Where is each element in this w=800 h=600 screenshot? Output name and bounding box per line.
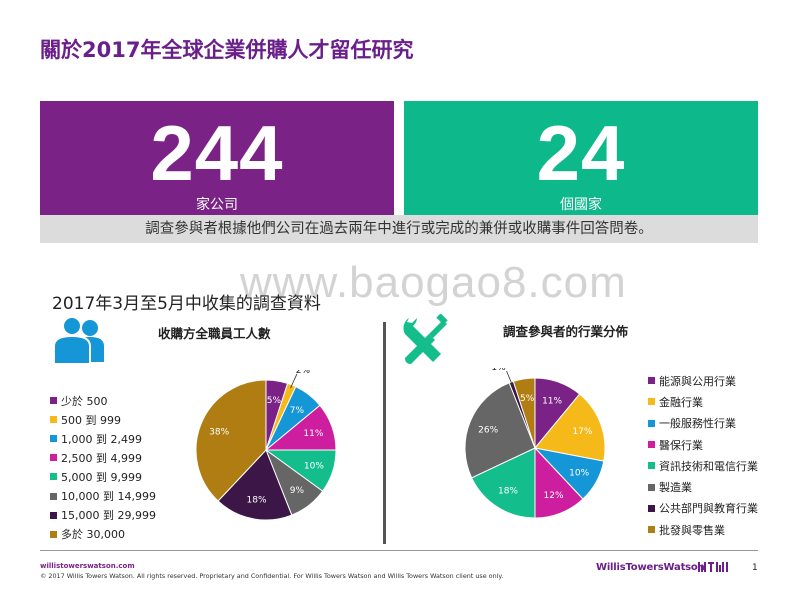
legend-swatch — [50, 416, 57, 424]
legend-item: 製造業 — [648, 476, 758, 497]
legend-label: 資訊技術和電信行業 — [659, 459, 758, 473]
legend-item: 少於 500 — [50, 391, 156, 410]
legend-label: 一般服務性行業 — [659, 417, 736, 431]
pie-data-label: 10% — [569, 468, 589, 478]
footer-site-link[interactable]: willistowerswatson.com — [40, 562, 135, 570]
section-title: 2017年3月至5月中收集的調查資料 — [52, 294, 321, 314]
legend-label: 多於 30,000 — [61, 528, 125, 542]
chart2-pie: 11% 17% 10% 12% 18% 26% 1% 5% — [464, 368, 606, 519]
legend-swatch — [648, 398, 655, 406]
pie-data-label: 11% — [542, 397, 562, 407]
legend-swatch — [648, 504, 655, 512]
chart1-legend: 少於 500 500 到 999 1,000 到 2,499 2,500 到 4… — [50, 391, 156, 544]
pie-data-label: 5% — [520, 394, 535, 404]
stat-countries: 24 個國家 — [404, 101, 758, 215]
pie-data-label: 38% — [209, 427, 229, 437]
pie-slice — [217, 449, 293, 521]
pie-data-label: 26% — [478, 425, 498, 435]
legend-swatch — [50, 454, 57, 462]
legend-swatch — [648, 419, 655, 427]
brand-logo-icon — [698, 562, 728, 572]
pie-data-label: 11% — [303, 429, 323, 439]
pie-data-label: 1% — [491, 368, 506, 373]
pie-data-label: 17% — [572, 427, 592, 437]
legend-item: 能源與公用行業 — [648, 370, 758, 391]
pie-slice — [534, 393, 606, 462]
pie-slice — [464, 382, 536, 479]
legend-swatch — [648, 462, 655, 470]
people-icon — [53, 316, 104, 364]
legend-swatch — [648, 483, 655, 491]
legend-swatch — [50, 397, 57, 405]
legend-label: 公共部門與教育行業 — [659, 502, 758, 516]
pie-data-label: 7% — [290, 406, 305, 416]
legend-item: 一般服務性行業 — [648, 413, 758, 434]
legend-swatch — [648, 526, 655, 534]
chart2-title: 調查參與者的行業分佈 — [503, 324, 629, 339]
pie-leader-line — [290, 373, 298, 389]
legend-label: 5,000 到 9,999 — [61, 470, 142, 484]
survey-description-banner: 調查參與者根據他們公司在過去兩年中進行或完成的兼併或收購事件回答問卷。 — [40, 215, 758, 243]
pie-leader-line — [506, 370, 513, 386]
stat-companies-value: 244 — [150, 109, 284, 197]
page-number: 1 — [752, 563, 758, 573]
legend-item: 多於 30,000 — [50, 525, 156, 544]
stat-companies-label: 家公司 — [196, 197, 238, 213]
chart2-legend: 能源與公用行業 金融行業 一般服務性行業 醫保行業 資訊技術和電信行業 製造業 … — [648, 370, 758, 540]
footer-copyright: © 2017 Willis Towers Watson. All rights … — [40, 572, 504, 580]
pie-slice — [470, 447, 536, 519]
tools-icon — [403, 314, 448, 364]
legend-label: 製造業 — [659, 481, 692, 495]
legend-label: 能源與公用行業 — [659, 374, 736, 388]
legend-item: 資訊技術和電信行業 — [648, 455, 758, 476]
legend-item: 醫保行業 — [648, 434, 758, 455]
pie-data-label: 18% — [247, 496, 267, 506]
pie-data-label: 5% — [267, 396, 282, 406]
chart1-pie: 5% 2% 7% 11% 10% 9% 18% 38% — [195, 370, 337, 521]
legend-label: 500 到 999 — [61, 413, 121, 427]
legend-label: 15,000 到 29,999 — [61, 509, 156, 523]
legend-item: 公共部門與教育行業 — [648, 498, 758, 519]
legend-item: 批發與零售業 — [648, 519, 758, 540]
legend-item: 1,000 到 2,499 — [50, 429, 156, 448]
pie-slice — [512, 377, 536, 449]
legend-label: 10,000 到 14,999 — [61, 490, 156, 504]
pie-data-label: 9% — [290, 486, 305, 496]
legend-swatch — [50, 492, 57, 500]
legend-label: 批發與零售業 — [659, 523, 725, 537]
legend-item: 2,500 到 4,999 — [50, 448, 156, 467]
legend-swatch — [50, 435, 57, 443]
legend-label: 少於 500 — [61, 394, 108, 408]
legend-swatch — [50, 473, 57, 481]
legend-item: 金融行業 — [648, 391, 758, 412]
legend-label: 金融行業 — [659, 395, 703, 409]
legend-item: 10,000 到 14,999 — [50, 486, 156, 505]
legend-swatch — [50, 530, 57, 538]
legend-swatch — [648, 441, 655, 449]
legend-item: 500 到 999 — [50, 410, 156, 429]
legend-label: 醫保行業 — [659, 438, 703, 452]
legend-swatch — [50, 511, 57, 519]
pie-data-label: 18% — [498, 487, 518, 497]
legend-swatch — [648, 377, 655, 385]
vertical-divider — [383, 322, 386, 544]
footer-divider — [40, 550, 758, 551]
legend-label: 1,000 到 2,499 — [61, 432, 142, 446]
page-title: 關於2017年全球企業併購人才留任研究 — [40, 38, 414, 62]
pie-slice — [195, 379, 267, 502]
brand-logo-text: WillisTowersWatson — [596, 562, 705, 573]
legend-item: 5,000 到 9,999 — [50, 467, 156, 486]
chart1-title: 收購方全職員工人數 — [158, 326, 271, 341]
pie-data-label: 10% — [304, 462, 324, 472]
pie-data-label: 2% — [296, 370, 311, 376]
legend-item: 15,000 到 29,999 — [50, 506, 156, 525]
watermark: www.baogao8.com — [240, 258, 627, 307]
stat-countries-label: 個國家 — [560, 197, 602, 213]
stat-countries-value: 24 — [536, 109, 626, 197]
pie-data-label: 12% — [544, 491, 564, 501]
legend-label: 2,500 到 4,999 — [61, 451, 142, 465]
stat-companies: 244 家公司 — [40, 101, 394, 215]
